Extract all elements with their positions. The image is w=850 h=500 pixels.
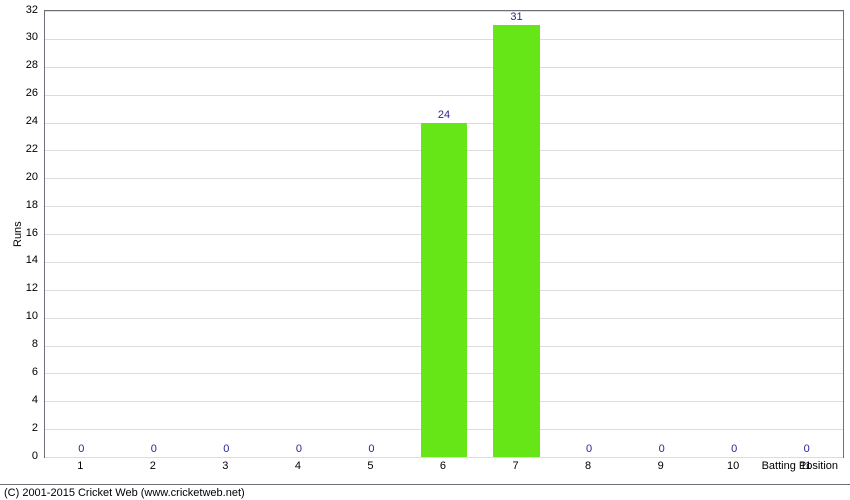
x-tick-label: 7	[479, 460, 552, 472]
grid-line	[45, 457, 843, 458]
copyright-text: (C) 2001-2015 Cricket Web (www.cricketwe…	[4, 487, 245, 499]
x-tick-label: 4	[262, 460, 335, 472]
x-tick-label: 3	[189, 460, 262, 472]
bar-value-label: 0	[335, 443, 408, 455]
y-tick-label: 24	[0, 115, 38, 127]
bar-value-label: 0	[770, 443, 843, 455]
bar-value-label: 31	[480, 11, 553, 23]
y-tick-label: 6	[0, 366, 38, 378]
grid-line	[45, 95, 843, 96]
chart-container: 0000024310000 Runs Batting Position (C) …	[0, 0, 850, 500]
y-tick-label: 30	[0, 31, 38, 43]
bar-value-label: 0	[625, 443, 698, 455]
y-tick-label: 16	[0, 227, 38, 239]
grid-line	[45, 67, 843, 68]
y-tick-label: 14	[0, 254, 38, 266]
plot-area: 0000024310000	[44, 10, 844, 458]
y-tick-label: 8	[0, 338, 38, 350]
grid-line	[45, 39, 843, 40]
x-tick-label: 9	[624, 460, 697, 472]
bar	[421, 123, 467, 458]
y-tick-label: 26	[0, 87, 38, 99]
bar-value-label: 0	[263, 443, 336, 455]
y-tick-label: 22	[0, 143, 38, 155]
x-tick-label: 10	[697, 460, 770, 472]
bar-value-label: 0	[553, 443, 626, 455]
y-tick-label: 28	[0, 59, 38, 71]
x-tick-label: 11	[769, 460, 842, 472]
y-tick-label: 0	[0, 450, 38, 462]
bar-value-label: 0	[190, 443, 263, 455]
y-tick-label: 2	[0, 422, 38, 434]
y-tick-label: 20	[0, 171, 38, 183]
y-tick-label: 18	[0, 199, 38, 211]
bar-value-label: 0	[118, 443, 191, 455]
x-tick-label: 6	[407, 460, 480, 472]
bar-value-label: 24	[408, 109, 481, 121]
x-tick-label: 8	[552, 460, 625, 472]
x-tick-label: 1	[44, 460, 117, 472]
bar-value-label: 0	[698, 443, 771, 455]
footer: (C) 2001-2015 Cricket Web (www.cricketwe…	[0, 484, 850, 500]
y-tick-label: 4	[0, 394, 38, 406]
y-tick-label: 12	[0, 282, 38, 294]
bar-value-label: 0	[45, 443, 118, 455]
bar	[493, 25, 539, 457]
y-tick-label: 32	[0, 4, 38, 16]
y-tick-label: 10	[0, 310, 38, 322]
x-tick-label: 2	[117, 460, 190, 472]
grid-line	[45, 11, 843, 12]
x-tick-label: 5	[334, 460, 407, 472]
